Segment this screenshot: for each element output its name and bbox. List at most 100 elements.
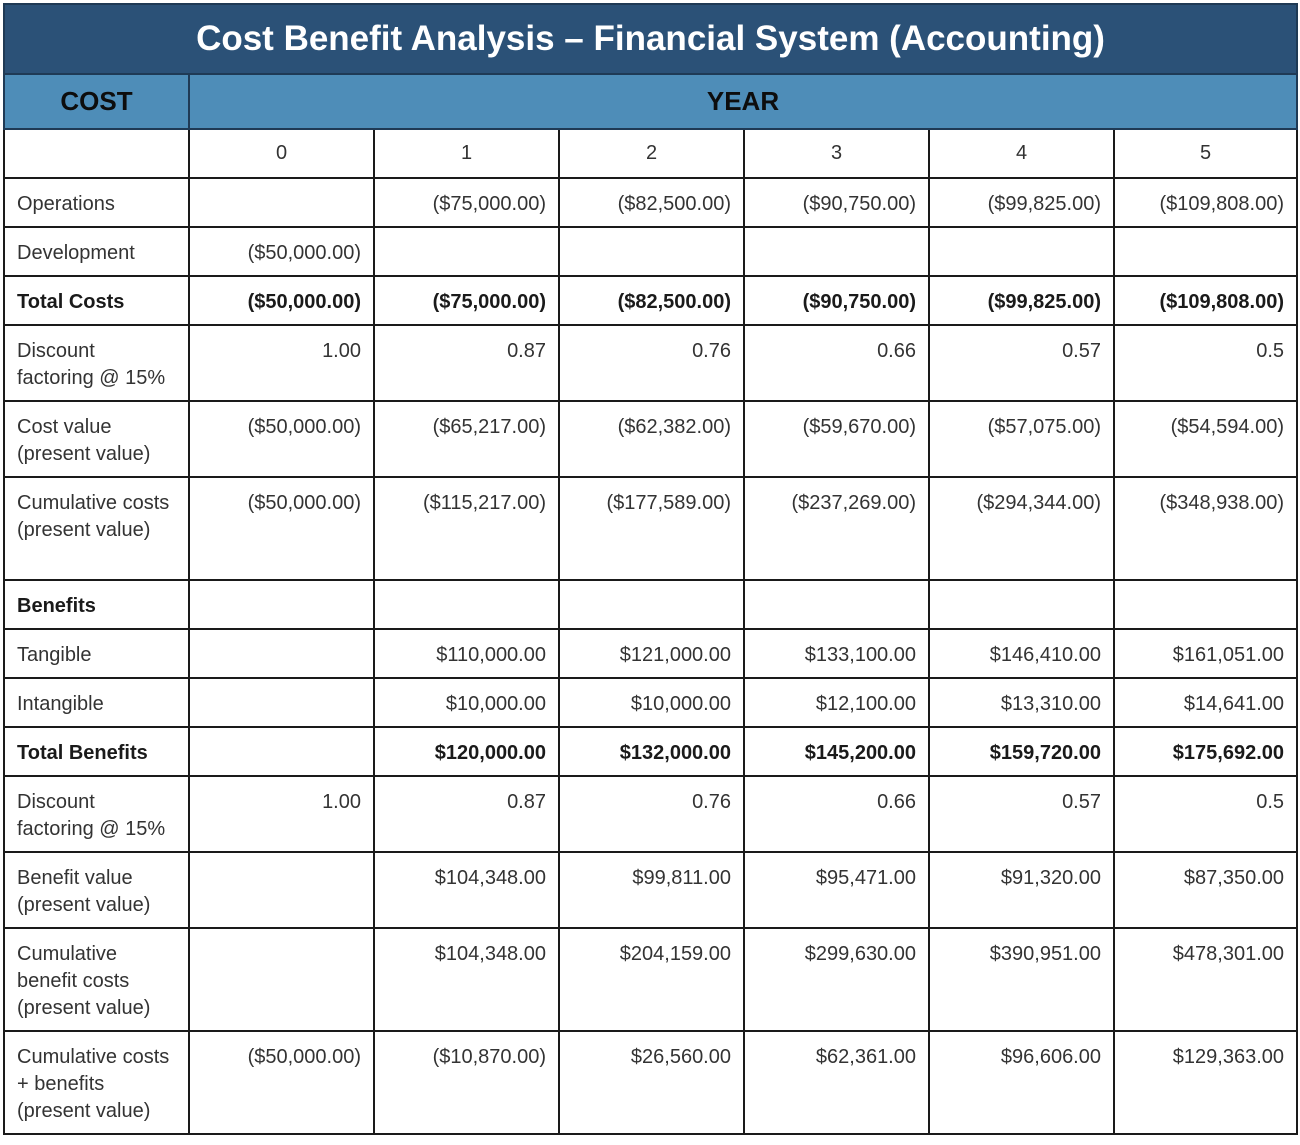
value-cell: $132,000.00	[558, 726, 745, 777]
row-label: Benefits	[3, 579, 190, 630]
value-cell	[373, 226, 560, 277]
value-cell	[1112, 579, 1299, 630]
row-label: Cost value (present value)	[3, 400, 190, 478]
value-cell: ($54,594.00)	[1112, 400, 1299, 478]
cost-column-header: COST	[3, 73, 190, 130]
value-cell: ($50,000.00)	[188, 1030, 375, 1135]
value-cell	[188, 851, 375, 929]
value-cell: $161,051.00	[1112, 628, 1299, 679]
value-cell: $159,720.00	[928, 726, 1115, 777]
value-cell: $145,200.00	[743, 726, 930, 777]
value-cell: ($62,382.00)	[558, 400, 745, 478]
row-label: Operations	[3, 177, 190, 228]
value-cell	[188, 927, 375, 1032]
value-cell: ($50,000.00)	[188, 476, 375, 581]
cost-benefit-table-container: Cost Benefit Analysis – Financial System…	[2, 3, 1299, 1135]
table-row: Total Benefits $120,000.00 $132,000.00 $145…	[3, 726, 1299, 777]
value-cell: 1.00	[188, 324, 375, 402]
value-cell: ($57,075.00)	[928, 400, 1115, 478]
cost-benefit-table: Cost Benefit Analysis – Financial System…	[2, 3, 1299, 1135]
value-cell: $12,100.00	[743, 677, 930, 728]
year-row: 0 1 2 3 4 5	[3, 128, 1299, 179]
value-cell: ($109,808.00)	[1112, 177, 1299, 228]
value-cell: ($99,825.00)	[928, 177, 1115, 228]
year-column-header: YEAR	[187, 73, 1299, 130]
value-cell: ($177,589.00)	[558, 476, 745, 581]
year-cell: 1	[373, 128, 560, 179]
value-cell	[743, 579, 930, 630]
value-cell: 0.66	[743, 324, 930, 402]
value-cell: ($59,670.00)	[743, 400, 930, 478]
value-cell: $204,159.00	[558, 927, 745, 1032]
value-cell: $96,606.00	[928, 1030, 1115, 1135]
row-label: Cumulative benefit costs (present value)	[3, 927, 190, 1032]
value-cell: 0.87	[373, 324, 560, 402]
row-label: Development	[3, 226, 190, 277]
row-label: Discount factoring @ 15%	[3, 775, 190, 853]
value-cell: $10,000.00	[373, 677, 560, 728]
table-row: Discount factoring @ 15% 1.00 0.87 0.76 0.66…	[3, 775, 1299, 853]
year-cell: 5	[1112, 128, 1299, 179]
value-cell	[558, 226, 745, 277]
value-cell: $299,630.00	[743, 927, 930, 1032]
value-cell: ($115,217.00)	[373, 476, 560, 581]
table-row: Tangible $110,000.00 $121,000.00 $133,100.0…	[3, 628, 1299, 679]
row-label: Intangible	[3, 677, 190, 728]
row-label: Tangible	[3, 628, 190, 679]
value-cell: ($109,808.00)	[1112, 275, 1299, 326]
value-cell: 1.00	[188, 775, 375, 853]
year-cell: 3	[743, 128, 930, 179]
table-title: Cost Benefit Analysis – Financial System…	[2, 3, 1299, 75]
table-body: Operations ($75,000.00) ($82,500.00) ($90,7…	[3, 177, 1299, 1135]
value-cell: $110,000.00	[373, 628, 560, 679]
value-cell: ($90,750.00)	[743, 275, 930, 326]
value-cell: $390,951.00	[928, 927, 1115, 1032]
table-row: Total Costs ($50,000.00) ($75,000.00) ($82,…	[3, 275, 1299, 326]
value-cell: $478,301.00	[1112, 927, 1299, 1032]
value-cell: $175,692.00	[1112, 726, 1299, 777]
value-cell	[743, 226, 930, 277]
value-cell: $121,000.00	[558, 628, 745, 679]
value-cell: 0.57	[928, 775, 1115, 853]
value-cell: 0.5	[1112, 324, 1299, 402]
table-row: Intangible $10,000.00 $10,000.00 $12,100.00…	[3, 677, 1299, 728]
value-cell: ($10,870.00)	[373, 1030, 560, 1135]
value-cell: $62,361.00	[743, 1030, 930, 1135]
value-cell: 0.76	[558, 775, 745, 853]
value-cell: ($82,500.00)	[558, 275, 745, 326]
value-cell: ($82,500.00)	[558, 177, 745, 228]
value-cell: $13,310.00	[928, 677, 1115, 728]
table-row: Cumulative benefit costs (present value)…	[3, 927, 1299, 1032]
value-cell: 0.76	[558, 324, 745, 402]
year-cell: 2	[558, 128, 745, 179]
value-cell	[188, 579, 375, 630]
value-cell	[928, 579, 1115, 630]
table-row: Discount factoring @ 15% 1.00 0.87 0.76 0.66…	[3, 324, 1299, 402]
row-label: Total Benefits	[3, 726, 190, 777]
row-label: Discount factoring @ 15%	[3, 324, 190, 402]
value-cell	[1112, 226, 1299, 277]
value-cell: ($348,938.00)	[1112, 476, 1299, 581]
value-cell: $146,410.00	[928, 628, 1115, 679]
row-label: Total Costs	[3, 275, 190, 326]
table-row: Cost value (present value) ($50,000.00) ($…	[3, 400, 1299, 478]
table-row: Cumulative costs (present value) ($50,000…	[3, 476, 1299, 581]
value-cell: $91,320.00	[928, 851, 1115, 929]
year-cell: 0	[188, 128, 375, 179]
value-cell: $95,471.00	[743, 851, 930, 929]
value-cell: $99,811.00	[558, 851, 745, 929]
value-cell: ($90,750.00)	[743, 177, 930, 228]
value-cell: 0.5	[1112, 775, 1299, 853]
value-cell: 0.66	[743, 775, 930, 853]
value-cell: $104,348.00	[373, 927, 560, 1032]
value-cell: ($75,000.00)	[373, 275, 560, 326]
value-cell: $10,000.00	[558, 677, 745, 728]
row-label: Benefit value (present value)	[3, 851, 190, 929]
value-cell	[558, 579, 745, 630]
value-cell: ($50,000.00)	[188, 226, 375, 277]
value-cell: $120,000.00	[373, 726, 560, 777]
table-row: Development ($50,000.00)	[3, 226, 1299, 277]
value-cell: $87,350.00	[1112, 851, 1299, 929]
value-cell: $26,560.00	[558, 1030, 745, 1135]
value-cell: ($65,217.00)	[373, 400, 560, 478]
